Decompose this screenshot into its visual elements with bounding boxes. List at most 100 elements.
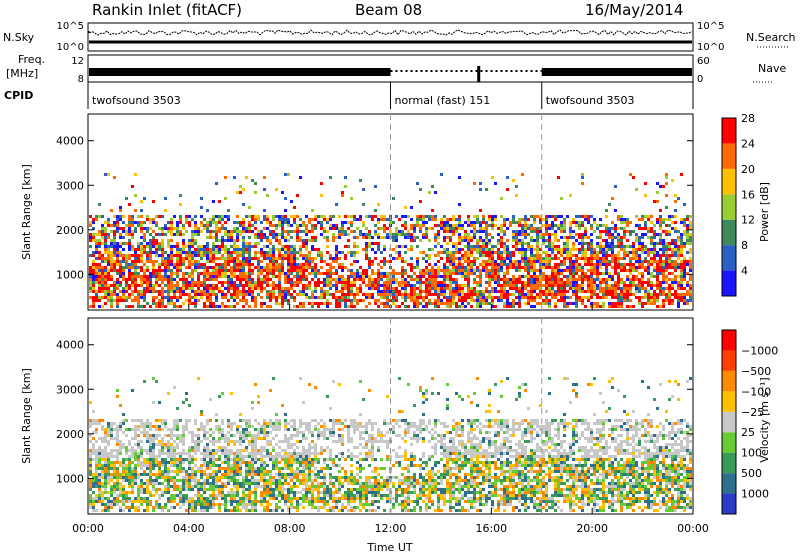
heatmap-cell xyxy=(146,278,149,281)
heatmap-cell xyxy=(344,215,347,218)
heatmap-cell xyxy=(578,290,581,293)
heatmap-cell xyxy=(128,269,131,272)
heatmap-cell xyxy=(431,266,434,269)
heatmap-cell xyxy=(641,245,644,248)
heatmap-cell xyxy=(176,233,179,236)
heatmap-cell xyxy=(512,221,515,224)
heatmap-cell xyxy=(425,266,428,269)
heatmap-cell xyxy=(98,452,101,455)
heatmap-cell xyxy=(194,293,197,296)
heatmap-cell xyxy=(179,290,182,293)
heatmap-cell xyxy=(137,440,140,443)
heatmap-cell xyxy=(638,272,641,275)
heatmap-cell xyxy=(194,221,197,224)
heatmap-cell xyxy=(563,236,566,239)
heatmap-cell xyxy=(221,245,224,248)
heatmap-cell xyxy=(548,284,551,287)
heatmap-cell xyxy=(599,263,602,266)
heatmap-cell xyxy=(569,236,572,239)
heatmap-cell xyxy=(446,230,449,233)
heatmap-cell xyxy=(245,215,248,218)
heatmap-cell xyxy=(275,239,278,242)
heatmap-cell xyxy=(125,233,128,236)
heatmap-cell xyxy=(146,461,149,464)
heatmap-cell xyxy=(257,215,260,218)
heatmap-cell xyxy=(356,290,359,293)
heatmap-cell xyxy=(230,305,233,308)
heatmap-cell xyxy=(146,488,149,491)
heatmap-cell xyxy=(311,269,314,272)
heatmap-cell xyxy=(476,296,479,299)
heatmap-cell xyxy=(533,281,536,284)
heatmap-cell xyxy=(179,260,182,263)
heatmap-cell xyxy=(149,422,152,425)
heatmap-cell xyxy=(188,446,191,449)
heatmap-cell xyxy=(197,293,200,296)
heatmap-cell xyxy=(185,488,188,491)
heatmap-cell xyxy=(173,290,176,293)
heatmap-cell xyxy=(428,254,431,257)
heatmap-cell xyxy=(140,425,143,428)
heatmap-cell xyxy=(188,239,191,242)
heatmap-cell xyxy=(167,242,170,245)
heatmap-cell xyxy=(485,251,488,254)
heatmap-cell xyxy=(233,221,236,224)
heatmap-cell xyxy=(161,509,164,512)
heatmap-cell xyxy=(131,479,134,482)
heatmap-cell xyxy=(320,260,323,263)
heatmap-cell xyxy=(260,254,263,257)
heatmap-cell xyxy=(128,485,131,488)
heatmap-cell xyxy=(545,218,548,221)
heatmap-cell xyxy=(377,245,380,248)
heatmap-cell xyxy=(449,230,452,233)
heatmap-cell xyxy=(614,257,617,260)
heatmap-cell xyxy=(473,290,476,293)
heatmap-cell xyxy=(383,275,386,278)
heatmap-cell xyxy=(449,251,452,254)
heatmap-cell xyxy=(359,290,362,293)
heatmap-cell xyxy=(548,275,551,278)
heatmap-cell xyxy=(368,230,371,233)
heatmap-cell xyxy=(371,293,374,296)
heatmap-cell xyxy=(122,461,125,464)
heatmap-cell xyxy=(140,422,143,425)
heatmap-cell xyxy=(335,224,338,227)
heatmap-cell xyxy=(635,269,638,272)
heatmap-cell xyxy=(428,239,431,242)
heatmap-cell xyxy=(164,503,167,506)
heatmap-cell xyxy=(173,428,176,431)
heatmap-cell xyxy=(176,452,179,455)
heatmap-cell xyxy=(179,278,182,281)
heatmap-cell xyxy=(581,182,584,185)
heatmap-cell xyxy=(92,503,95,506)
heatmap-cell xyxy=(650,299,653,302)
heatmap-cell xyxy=(272,254,275,257)
heatmap-cell xyxy=(638,281,641,284)
heatmap-cell xyxy=(95,251,98,254)
heatmap-cell xyxy=(575,284,578,287)
heatmap-cell xyxy=(671,266,674,269)
heatmap-cell xyxy=(167,293,170,296)
heatmap-cell xyxy=(158,467,161,470)
heatmap-cell xyxy=(281,290,284,293)
heatmap-cell xyxy=(494,245,497,248)
heatmap-cell xyxy=(287,218,290,221)
heatmap-cell xyxy=(341,278,344,281)
heatmap-cell xyxy=(224,293,227,296)
heatmap-cell xyxy=(344,221,347,224)
heatmap-cell xyxy=(452,245,455,248)
heatmap-cell xyxy=(419,284,422,287)
heatmap-cell xyxy=(296,272,299,275)
heatmap-cell xyxy=(398,254,401,257)
heatmap-cell xyxy=(206,260,209,263)
heatmap-cell xyxy=(509,224,512,227)
heatmap-cell xyxy=(89,233,92,236)
heatmap-cell xyxy=(437,233,440,236)
heatmap-cell xyxy=(494,275,497,278)
heatmap-cell xyxy=(314,257,317,260)
heatmap-cell xyxy=(107,428,110,431)
heatmap-cell xyxy=(530,293,533,296)
heatmap-cell xyxy=(122,293,125,296)
heatmap-cell xyxy=(176,485,179,488)
heatmap-cell xyxy=(599,224,602,227)
